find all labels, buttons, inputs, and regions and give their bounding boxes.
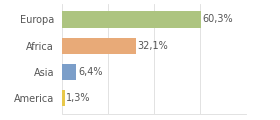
Bar [62, 90, 65, 106]
Text: 6,4%: 6,4% [78, 67, 103, 77]
Text: 32,1%: 32,1% [137, 41, 168, 51]
Bar [62, 11, 201, 27]
Text: 60,3%: 60,3% [203, 14, 233, 24]
Bar [62, 38, 136, 54]
Bar [62, 64, 76, 80]
Text: 1,3%: 1,3% [66, 93, 91, 103]
